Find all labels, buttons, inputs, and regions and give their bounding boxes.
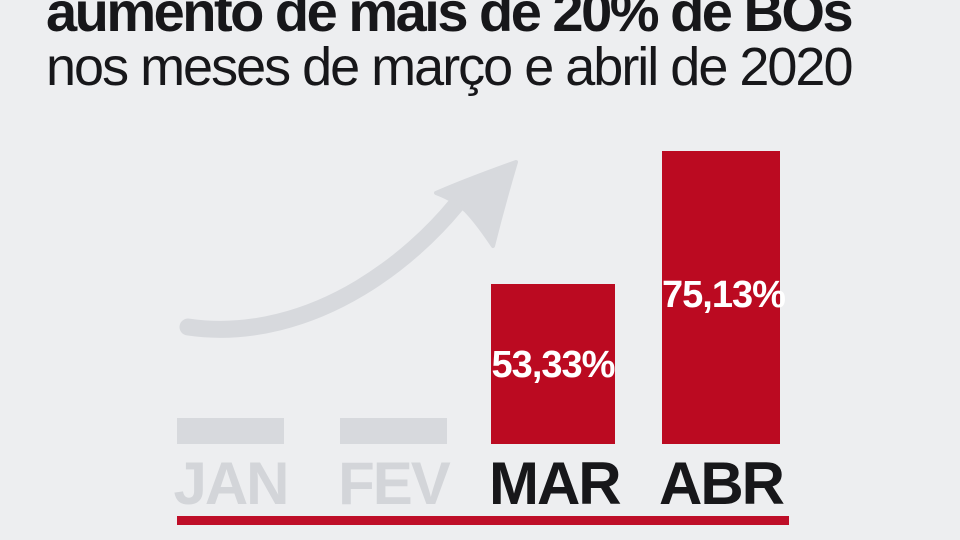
baseline-rule — [177, 516, 789, 525]
bar-mar: 53,33% — [491, 284, 615, 444]
bar-abr: 75,13% — [662, 151, 786, 444]
month-label-jan: JAN — [173, 450, 289, 517]
value-label-mar: 53,33% — [491, 344, 616, 386]
month-label-mar: MAR — [489, 450, 622, 517]
headline-title: aumento de mais de 20% de BOs — [46, 0, 854, 43]
bar-jan — [177, 418, 284, 444]
value-label-abr: 75,13% — [662, 274, 786, 316]
month-label-fev: FEV — [338, 450, 451, 517]
headline-subtitle: nos meses de março e abril de 2020 — [46, 37, 853, 97]
month-label-abr: ABR — [659, 450, 785, 517]
bar-fev — [340, 418, 447, 444]
growth-arrow-icon — [179, 160, 518, 338]
